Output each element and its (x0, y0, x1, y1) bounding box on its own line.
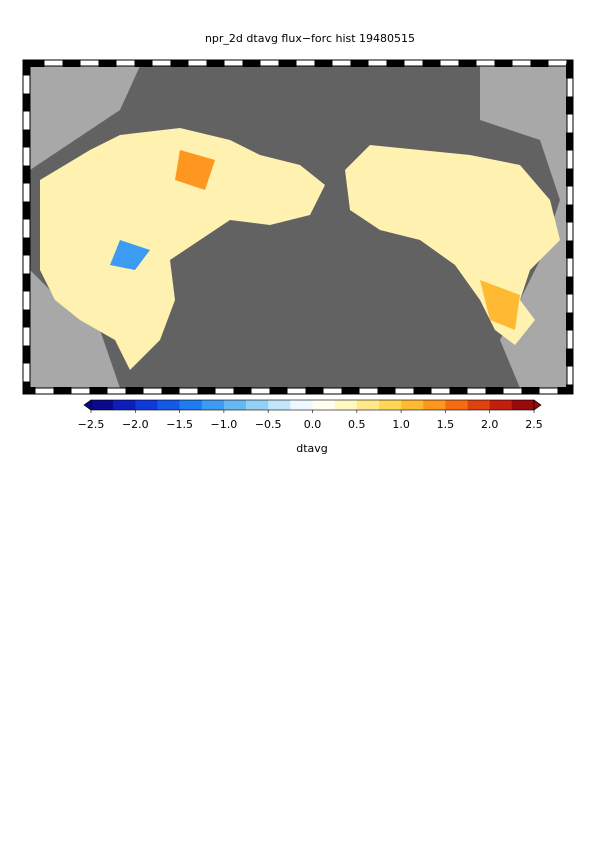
colorbar-label: dtavg (296, 442, 328, 455)
colorbar-swatch (312, 400, 335, 410)
colorbar-tick-label: 2.5 (525, 418, 543, 431)
land-data (40, 128, 325, 370)
colorbar-swatch (423, 400, 446, 410)
colorbar-swatch (246, 400, 269, 410)
colorbar-swatch (467, 400, 490, 410)
land-data (110, 240, 150, 270)
colorbar-tick-label: 1.5 (437, 418, 455, 431)
colorbar-swatch (334, 400, 358, 410)
land (30, 66, 140, 170)
frame (22, 59, 574, 395)
colorbar-swatch (290, 400, 313, 410)
land-data (175, 150, 215, 190)
land (30, 270, 120, 388)
colorbar-tick-label: 0.5 (348, 418, 366, 431)
colorbar-swatch (179, 400, 203, 410)
land-data (480, 280, 520, 330)
colorbar-swatch (113, 400, 136, 410)
colorbar-swatch (223, 400, 247, 410)
colorbar-tick-label: 0.0 (304, 418, 322, 431)
colorbar-swatch (511, 400, 535, 410)
colorbar-swatch (201, 400, 225, 410)
colorbar-swatch (268, 400, 291, 410)
map (22, 59, 574, 395)
colorbar-swatch (157, 400, 180, 410)
colorbar-swatch (401, 400, 424, 410)
colorbar-tick-label: −1.5 (166, 418, 193, 431)
colorbar-swatch (135, 400, 158, 410)
colorbar-tick-label: −2.0 (122, 418, 149, 431)
colorbar-swatch (489, 400, 513, 410)
colorbar-swatch (356, 400, 380, 410)
chart-title: npr_2d dtavg flux−forc hist 19480515 (205, 32, 415, 45)
colorbar-swatch (445, 400, 468, 410)
colorbar-tick-label: −2.5 (78, 418, 105, 431)
land (480, 66, 567, 388)
colorbar-tick-label: 1.0 (392, 418, 410, 431)
colorbar-swatch (378, 400, 402, 410)
colorbar-swatch (91, 400, 114, 410)
colorbar-tick-label: 2.0 (481, 418, 499, 431)
colorbar-tick-label: −1.0 (211, 418, 238, 431)
frame (29, 65, 568, 389)
colorbar-tick-label: −0.5 (255, 418, 282, 431)
